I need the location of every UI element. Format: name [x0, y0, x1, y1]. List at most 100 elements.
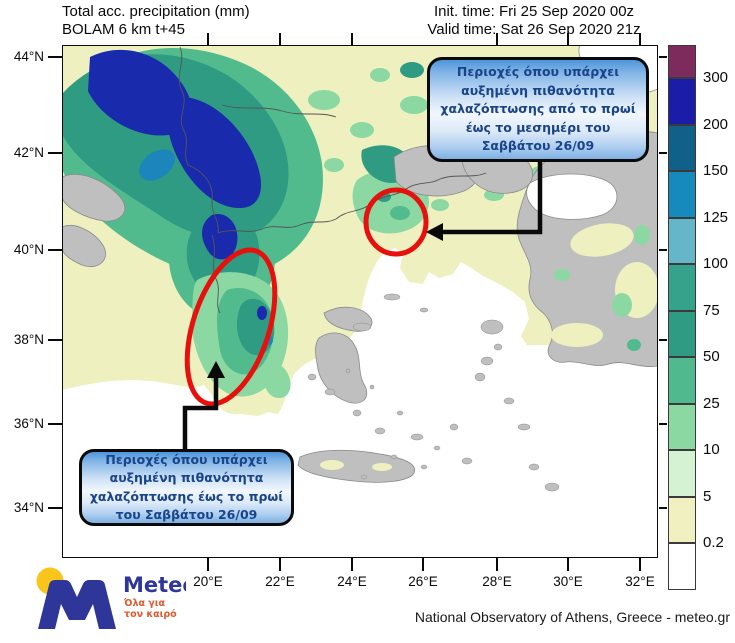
lon-tick — [207, 558, 209, 571]
colorbar-segment — [668, 171, 696, 218]
colorbar-label: 0.2 — [703, 534, 724, 551]
arrow-southwest-head — [207, 361, 225, 378]
title-line-2: BOLAM 6 km t+45 — [62, 21, 185, 38]
lon-tick — [567, 558, 569, 571]
logo-wordmark: Meteo — [123, 573, 186, 597]
lat-tick-right — [659, 249, 667, 251]
lon-label: 20°E — [193, 574, 223, 589]
lat-tick — [48, 423, 62, 425]
map-title: Total acc. precipitation (mm) BOLAM 6 km… — [62, 3, 250, 39]
lat-tick — [48, 56, 62, 58]
border-lines — [178, 46, 487, 314]
callout-northeast: Περιοχές όπου υπάρχει αυξημένη πιθανότητ… — [427, 57, 649, 162]
lon-label: 28°E — [482, 574, 512, 589]
colorbar-segment — [668, 125, 696, 171]
title-line-1: Total acc. precipitation (mm) — [62, 3, 250, 20]
colorbar-label: 125 — [703, 209, 729, 226]
lat-tick — [48, 152, 62, 154]
colorbar-segment — [668, 264, 696, 311]
lon-tick-top — [351, 33, 353, 45]
lon-tick-top — [567, 33, 569, 45]
lon-tick-top — [279, 33, 281, 45]
credit-text: National Observatory of Athens, Greece -… — [414, 609, 730, 625]
colorbar-segment — [668, 404, 696, 450]
lon-tick — [279, 558, 281, 571]
logo-tagline-2: τον καιρό — [124, 609, 177, 620]
lon-label: 22°E — [265, 574, 295, 589]
lat-label: 42°N — [13, 145, 44, 160]
colorbar-label: 10 — [703, 441, 720, 458]
precip-blob-navy-2 — [168, 96, 261, 209]
callout-southwest-text: Περιοχές όπου υπάρχει αυξημένη πιθανότητ… — [89, 451, 284, 523]
meteo-logo-graphic: Meteo Όλα για τον καιρό — [36, 567, 197, 629]
lon-label: 26°E — [408, 574, 438, 589]
lon-tick — [351, 558, 353, 571]
crete-precip-1 — [320, 460, 344, 470]
lat-tick — [48, 339, 62, 341]
precip-blob-blue-3 — [138, 149, 176, 181]
colorbar-label: 5 — [703, 488, 712, 505]
sw-precip-tail — [263, 363, 291, 399]
lat-label: 44°N — [13, 49, 44, 64]
colorbar-label: 300 — [703, 69, 729, 86]
lon-tick-top — [639, 33, 641, 45]
lon-tick — [496, 558, 498, 571]
map-border — [62, 45, 658, 558]
lat-tick-right — [659, 152, 667, 154]
arrow-southwest — [182, 375, 219, 451]
lon-label: 32°E — [625, 574, 655, 589]
lon-tick — [422, 558, 424, 571]
colorbar-label: 25 — [703, 395, 720, 412]
colorbar-segment — [668, 357, 696, 404]
meteo-logo[interactable]: Meteo Όλα για τον καιρό — [26, 561, 197, 643]
lat-label: 36°N — [13, 416, 44, 431]
lat-tick — [48, 249, 62, 251]
callout-southwest: Περιοχές όπου υπάρχει αυξημένη πιθανότητ… — [79, 449, 294, 526]
lon-tick-top — [496, 33, 498, 45]
precip-blob-navy-3 — [202, 214, 238, 260]
lat-tick-right — [659, 56, 667, 58]
turkey-precip-patches — [551, 223, 658, 351]
lat-tick-right — [659, 339, 667, 341]
colorbar-segment — [668, 218, 696, 264]
arrow-northeast-head — [426, 223, 443, 241]
land-puglia-2 — [62, 225, 106, 267]
init-time: Init. time: Fri 25 Sep 2020 00z — [433, 3, 635, 20]
lon-label: 30°E — [553, 574, 583, 589]
lon-tick — [639, 558, 641, 571]
logo-tagline-1: Όλα για — [123, 598, 165, 609]
colorbar-segment — [668, 311, 696, 357]
colorbar-label: 75 — [703, 302, 720, 319]
crete-precip-2 — [372, 463, 392, 471]
colorbar-segment — [668, 543, 696, 590]
lat-tick — [48, 507, 62, 509]
colorbar-label: 200 — [703, 116, 729, 133]
colorbar-label: 100 — [703, 255, 729, 272]
ne-precip-core — [390, 206, 410, 220]
colorbar-label: 50 — [703, 348, 720, 365]
colorbar-segment — [668, 78, 696, 125]
lat-label: 34°N — [13, 500, 44, 515]
callout-northeast-text: Περιοχές όπου υπάρχει αυξημένη πιθανότητ… — [440, 64, 636, 154]
lat-tick-right — [659, 423, 667, 425]
lon-tick-top — [207, 33, 209, 45]
sea-marmara — [526, 173, 618, 220]
lat-label: 38°N — [13, 332, 44, 347]
precip-blob-navy-1 — [88, 49, 192, 136]
lon-label: 24°E — [337, 574, 367, 589]
land-crete — [297, 449, 416, 483]
lat-tick-right — [659, 507, 667, 509]
colorbar-segment — [668, 450, 696, 497]
logo-m-icon — [38, 580, 116, 629]
land-puglia-1 — [62, 174, 126, 222]
hail-risk-ellipse-northeast — [363, 187, 429, 257]
colorbar-segment — [668, 45, 696, 78]
arrow-northeast — [440, 159, 543, 235]
land-attica — [315, 332, 368, 404]
sw-precip-core-1 — [257, 306, 267, 320]
lat-label: 40°N — [13, 242, 44, 257]
hail-risk-ellipse-southwest — [184, 247, 278, 407]
colorbar-segment — [668, 497, 696, 543]
valid-time: Valid time: Sat 26 Sep 2020 21z — [427, 21, 641, 38]
